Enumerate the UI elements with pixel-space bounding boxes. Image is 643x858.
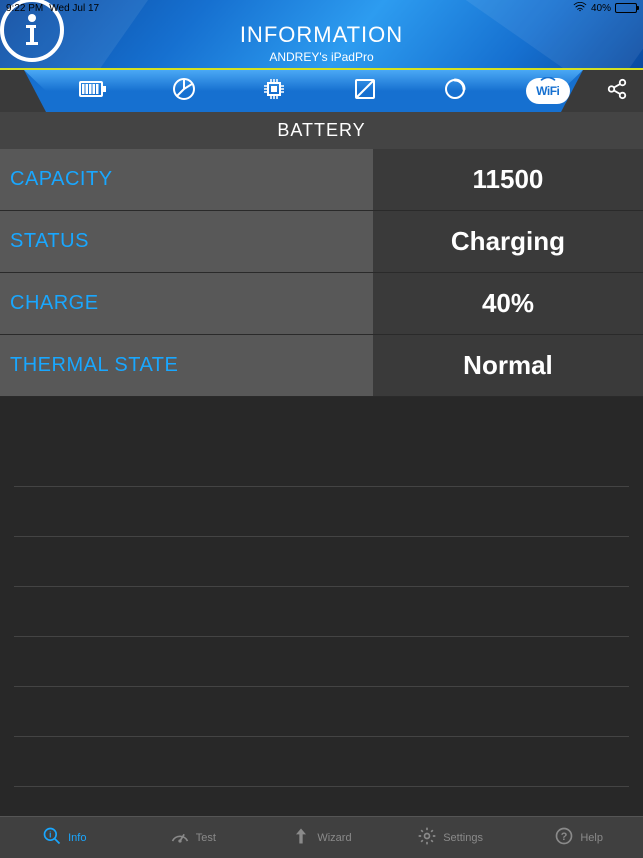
gauge-icon [170, 826, 190, 849]
gear-icon [417, 826, 437, 849]
status-time: 9:22 PM [6, 3, 43, 14]
row-capacity: CAPACITY 11500 [0, 149, 643, 211]
section-title: BATTERY [0, 112, 643, 149]
nav-info[interactable]: i Info [0, 817, 129, 858]
nav-settings[interactable]: Settings [386, 817, 515, 858]
row-label: STATUS [0, 211, 373, 272]
nav-label: Settings [443, 832, 483, 844]
svg-text:i: i [49, 830, 51, 840]
chart-icon [172, 77, 196, 106]
row-value: Normal [373, 335, 643, 396]
cpu-icon [262, 77, 286, 106]
empty-line [14, 587, 629, 637]
page-title: INFORMATION [0, 22, 643, 48]
share-icon [606, 78, 628, 105]
tab-cpu[interactable] [254, 71, 294, 111]
wifi-status-icon [573, 2, 587, 15]
nav-label: Test [196, 832, 216, 844]
nav-label: Info [68, 832, 86, 844]
status-date: Wed Jul 17 [49, 3, 99, 14]
info-nav-icon: i [42, 826, 62, 849]
data-rows: CAPACITY 11500 STATUS Charging CHARGE 40… [0, 149, 643, 397]
row-label: THERMAL STATE [0, 335, 373, 396]
status-battery-pct: 40% [591, 3, 611, 14]
nav-wizard[interactable]: Wizard [257, 817, 386, 858]
nav-test[interactable]: Test [129, 817, 258, 858]
nav-help[interactable]: ? Help [514, 817, 643, 858]
status-bar-right: 40% [573, 2, 637, 15]
bottom-nav: i Info Test Wizard Settings ? Help [0, 816, 643, 858]
row-label: CHARGE [0, 273, 373, 334]
page-subtitle: ANDREY's iPadPro [0, 50, 643, 64]
row-charge: CHARGE 40% [0, 273, 643, 335]
battery-icon [79, 80, 107, 103]
tab-strip: WiFi [0, 70, 643, 112]
nav-label: Help [580, 832, 603, 844]
empty-line [14, 687, 629, 737]
empty-line [14, 487, 629, 537]
tab-display[interactable] [345, 71, 385, 111]
empty-line [14, 737, 629, 787]
tab-chart[interactable] [164, 71, 204, 111]
help-icon: ? [554, 826, 574, 849]
empty-line [14, 637, 629, 687]
row-value: Charging [373, 211, 643, 272]
empty-area [0, 397, 643, 787]
empty-line [14, 537, 629, 587]
share-button[interactable] [597, 70, 637, 112]
row-status: STATUS Charging [0, 211, 643, 273]
svg-text:?: ? [561, 831, 568, 843]
row-value: 40% [373, 273, 643, 334]
empty-line [14, 437, 629, 487]
tab-battery[interactable] [73, 71, 113, 111]
nav-label: Wizard [317, 832, 351, 844]
status-bar-left: 9:22 PM Wed Jul 17 [6, 3, 99, 14]
display-icon [353, 77, 377, 106]
tab-timer[interactable] [435, 71, 475, 111]
battery-status-icon [615, 3, 637, 13]
timer-icon [443, 77, 467, 106]
tab-wifi[interactable]: WiFi [526, 78, 570, 104]
row-thermal: THERMAL STATE Normal [0, 335, 643, 397]
status-bar: 9:22 PM Wed Jul 17 40% [0, 0, 643, 16]
row-value: 11500 [373, 149, 643, 210]
row-label: CAPACITY [0, 149, 373, 210]
wizard-icon [291, 826, 311, 849]
